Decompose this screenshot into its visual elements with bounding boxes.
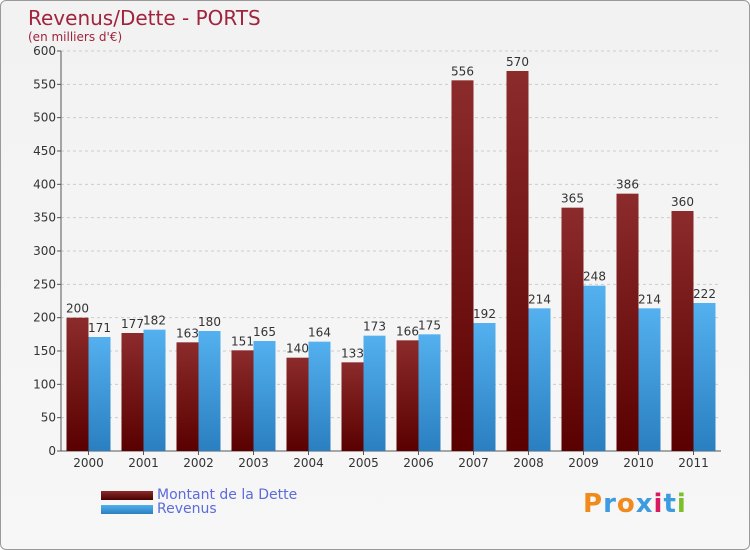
data-label-dette: 163: [176, 326, 199, 340]
bar-revenus: [253, 341, 276, 451]
legend-item-revenus: Revenus: [101, 501, 217, 517]
legend-swatch-revenus: [101, 504, 153, 514]
x-tick-label: 2001: [128, 456, 159, 470]
y-tick-label: 50: [41, 411, 56, 425]
chart-title: Revenus/Dette - PORTS: [28, 6, 261, 30]
data-label-dette: 177: [121, 317, 144, 331]
x-tick-label: 2009: [568, 456, 599, 470]
x-tick-label: 2002: [183, 456, 214, 470]
data-label-dette: 166: [396, 324, 419, 338]
bar-dette: [341, 362, 364, 451]
bar-revenus: [363, 335, 386, 451]
data-label-dette: 133: [341, 346, 364, 360]
data-label-revenus: 175: [418, 318, 441, 332]
data-label-revenus: 182: [143, 314, 166, 328]
x-tick-label: 2007: [458, 456, 489, 470]
data-label-revenus: 222: [693, 287, 716, 301]
bar-dette: [671, 211, 694, 451]
y-tick-label: 450: [33, 144, 56, 158]
bar-revenus: [308, 341, 331, 451]
data-label-dette: 140: [286, 342, 309, 356]
data-label-revenus: 214: [528, 292, 551, 306]
y-tick-label: 400: [33, 177, 56, 191]
grid-lines: [61, 50, 721, 419]
data-label-revenus: 248: [583, 270, 606, 284]
bar-dette: [231, 350, 254, 451]
bar-dette: [561, 207, 584, 451]
chart-subtitle: (en milliers d'€): [28, 30, 123, 44]
data-label-revenus: 180: [198, 315, 221, 329]
legend-swatch-dette: [101, 490, 153, 500]
x-tick-label: 2004: [293, 456, 324, 470]
legend-label-revenus: Revenus: [157, 501, 217, 517]
bar-dette: [286, 357, 309, 451]
y-tick-label: 150: [33, 344, 56, 358]
data-label-dette: 570: [506, 55, 529, 69]
proxiti-logo: Proxiti: [583, 489, 687, 519]
bar-revenus: [638, 308, 661, 451]
data-label-dette: 151: [231, 334, 254, 348]
axes: 0 50 100 150 200 250 300 350 400 450 500 550 600 2000…: [33, 44, 721, 470]
x-tick-label: 2011: [678, 456, 709, 470]
x-tick-label: 2000: [73, 456, 104, 470]
data-label-dette: 386: [616, 178, 639, 192]
bar-revenus: [198, 331, 221, 451]
bar-revenus: [88, 337, 111, 451]
data-label-revenus: 165: [253, 325, 276, 339]
y-tick-label: 100: [33, 377, 56, 391]
data-label-revenus: 214: [638, 292, 661, 306]
legend-item-dette: Montant de la Dette: [101, 487, 298, 503]
data-label-revenus: 173: [363, 320, 386, 334]
y-tick-label: 600: [33, 44, 56, 58]
y-tick-label: 350: [33, 211, 56, 225]
bar-dette: [506, 71, 529, 451]
y-tick-label: 0: [48, 444, 56, 458]
bar-revenus: [143, 329, 166, 451]
data-label-dette: 200: [66, 302, 89, 316]
data-label-revenus: 192: [473, 307, 496, 321]
bar-dette: [451, 80, 474, 451]
data-label-revenus: 171: [88, 321, 111, 335]
x-tick-label: 2003: [238, 456, 269, 470]
data-label-revenus: 164: [308, 326, 331, 340]
x-tick-label: 2006: [403, 456, 434, 470]
bar-revenus: [693, 303, 716, 451]
bar-revenus: [583, 285, 606, 451]
legend-label-dette: Montant de la Dette: [157, 487, 298, 503]
bar-dette: [396, 340, 419, 451]
x-tick-label: 2005: [348, 456, 379, 470]
data-label-dette: 556: [451, 64, 474, 78]
y-tick-label: 300: [33, 244, 56, 258]
bar-dette: [121, 333, 144, 451]
data-label-dette: 360: [671, 195, 694, 209]
data-label-dette: 365: [561, 192, 584, 206]
bar-revenus: [418, 334, 441, 451]
x-tick-label: 2010: [623, 456, 654, 470]
x-tick-label: 2008: [513, 456, 544, 470]
y-tick-label: 200: [33, 311, 56, 325]
bar-dette: [66, 317, 89, 451]
y-tick-label: 500: [33, 111, 56, 125]
bar-revenus: [473, 323, 496, 451]
bar-dette: [176, 342, 199, 451]
bar-revenus: [528, 308, 551, 451]
bar-dette: [616, 193, 639, 451]
y-tick-label: 250: [33, 277, 56, 291]
y-tick-label: 550: [33, 77, 56, 91]
bars: [66, 71, 716, 451]
